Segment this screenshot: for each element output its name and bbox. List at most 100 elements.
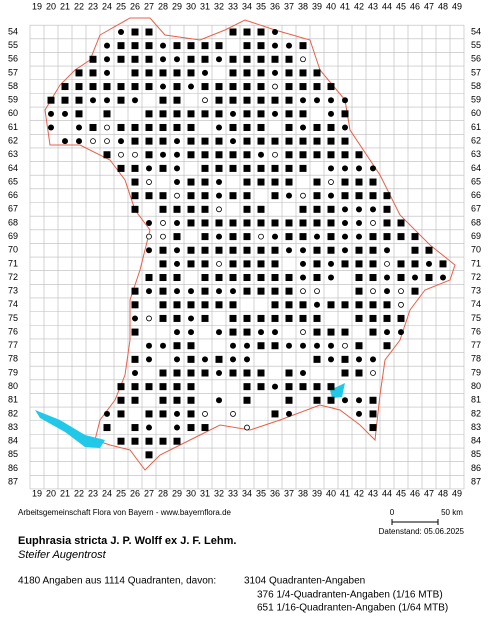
occurrence-square: [201, 233, 209, 241]
occurrence-dot: [328, 274, 334, 281]
column-label: 44: [382, 488, 392, 498]
occurrence-square: [131, 83, 139, 91]
occurrence-dot: [104, 97, 110, 104]
occurrence-square: [173, 342, 181, 350]
occurrence-dot: [230, 342, 236, 349]
occurrence-square: [187, 396, 195, 404]
occurrence-open: [216, 206, 222, 213]
occurrence-square: [201, 260, 209, 268]
column-label: 46: [410, 1, 420, 11]
column-label: 20: [46, 1, 56, 11]
occurrence-dot: [328, 342, 334, 349]
row-label: 59: [471, 95, 481, 105]
occurrence-square: [243, 233, 251, 241]
occurrence-dot: [370, 165, 376, 172]
occurrence-dot: [104, 410, 110, 417]
occurrence-square: [271, 164, 279, 172]
occurrence-square: [243, 69, 251, 77]
occurrence-square: [243, 123, 251, 131]
occurrence-square: [103, 151, 111, 159]
occurrence-square: [285, 178, 293, 186]
occurrence-square: [103, 424, 111, 432]
occurrence-dot: [384, 329, 390, 336]
column-label: 20: [46, 488, 56, 498]
row-label: 62: [8, 135, 18, 145]
occurrence-square: [173, 383, 181, 391]
occurrence-square: [173, 123, 181, 131]
occurrence-square: [89, 55, 97, 63]
occurrence-square: [355, 314, 363, 322]
row-label: 65: [471, 176, 481, 186]
occurrence-open: [370, 220, 376, 226]
occurrence-square: [257, 369, 265, 377]
occurrence-dot: [342, 233, 348, 240]
occurrence-square: [215, 246, 223, 254]
occurrence-square: [243, 178, 251, 186]
occurrence-square: [299, 69, 307, 77]
column-label: 37: [284, 488, 294, 498]
occurrence-dot: [342, 247, 348, 254]
occurrence-square: [313, 355, 321, 363]
row-label: 81: [8, 395, 18, 405]
occurrence-dot: [174, 56, 180, 63]
occurrence-square: [229, 260, 237, 268]
common-name: Steifer Augentrost: [18, 549, 107, 561]
row-label: 79: [471, 367, 481, 377]
occurrence-square: [257, 83, 265, 91]
column-label: 38: [298, 1, 308, 11]
occurrence-dot: [230, 138, 236, 145]
occurrence-square: [285, 383, 293, 391]
occurrence-square: [145, 410, 153, 418]
occurrence-square: [327, 219, 335, 227]
occurrence-dot: [426, 260, 432, 267]
summary-line: 3104 Quadranten-Angaben: [244, 576, 365, 587]
occurrence-square: [201, 192, 209, 200]
occurrence-dot: [286, 42, 292, 49]
occurrence-square: [257, 260, 265, 268]
occurrence-square: [327, 205, 335, 213]
occurrence-dot: [202, 356, 208, 363]
occurrence-open: [118, 151, 124, 158]
occurrence-square: [159, 164, 167, 172]
occurrence-square: [271, 274, 279, 282]
occurrence-square: [327, 246, 335, 254]
occurrence-dot: [62, 110, 68, 117]
occurrence-square: [341, 355, 349, 363]
occurrence-square: [299, 205, 307, 213]
occurrence-square: [159, 410, 167, 418]
occurrence-square: [201, 274, 209, 282]
occurrence-square: [229, 219, 237, 227]
occurrence-square: [173, 96, 181, 104]
occurrence-square: [103, 83, 111, 91]
occurrence-dot: [174, 179, 180, 186]
occurrence-square: [131, 28, 139, 36]
occurrence-square: [159, 110, 167, 118]
row-label: 82: [8, 408, 18, 418]
column-label: 22: [74, 1, 84, 11]
column-label: 33: [228, 488, 238, 498]
column-label: 30: [186, 1, 196, 11]
occurrence-square: [243, 287, 251, 295]
occurrence-dot: [300, 247, 306, 254]
occurrence-dot: [328, 165, 334, 172]
occurrence-square: [257, 123, 265, 131]
occurrence-dot: [160, 42, 166, 49]
occurrence-square: [299, 301, 307, 309]
occurrence-open: [230, 411, 236, 417]
occurrence-square: [159, 205, 167, 213]
occurrence-square: [159, 314, 167, 322]
occurrence-square: [285, 137, 293, 145]
column-label: 49: [452, 488, 462, 498]
occurrence-square: [243, 96, 251, 104]
occurrence-square: [131, 137, 139, 145]
occurrence-square: [145, 69, 153, 77]
occurrence-square: [117, 410, 125, 418]
occurrence-square: [327, 328, 335, 336]
column-label: 41: [340, 1, 350, 11]
occurrence-square: [173, 396, 181, 404]
occurrence-square: [229, 151, 237, 159]
row-label: 56: [471, 54, 481, 64]
occurrence-square: [131, 437, 139, 445]
occurrence-dot: [48, 110, 54, 117]
occurrence-square: [159, 260, 167, 268]
